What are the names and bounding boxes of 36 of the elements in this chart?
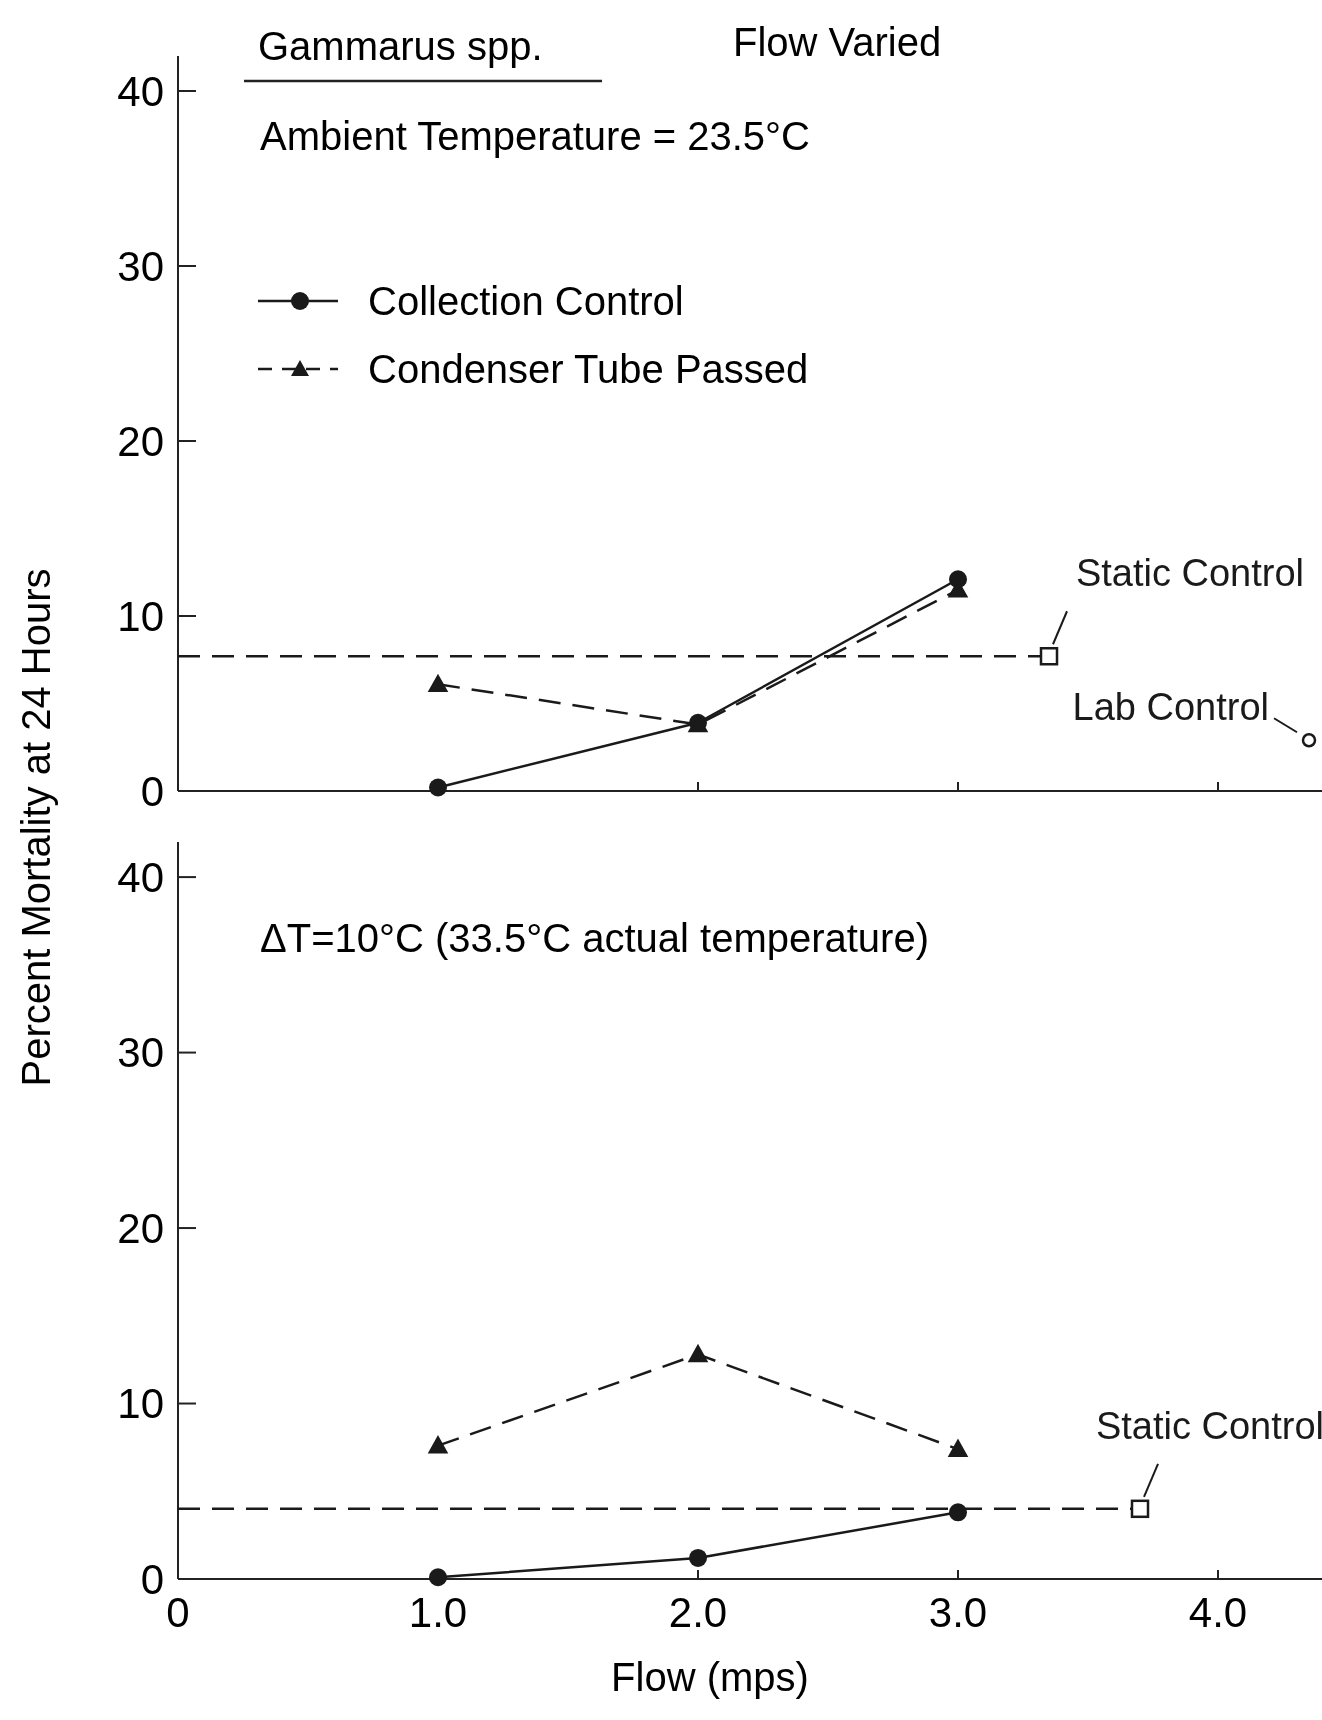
x-tick-label: 2.0 — [668, 1589, 728, 1636]
series-label: Static Control — [1095, 1404, 1322, 1447]
y-tick-label: 30 — [117, 1029, 164, 1077]
y-tick-label: 40 — [117, 67, 164, 115]
point — [429, 1568, 447, 1587]
y-tick-label: 30 — [117, 242, 164, 290]
point — [429, 778, 447, 797]
y-tick-label: 10 — [117, 1380, 164, 1428]
point — [428, 674, 448, 692]
x-tick-label: 4.0 — [1188, 1589, 1248, 1636]
y-tick-label: 40 — [117, 853, 164, 901]
y-axis-title: Percent Mortality at 24 Hours — [14, 568, 58, 1087]
x-tick-label: 3.0 — [928, 1589, 988, 1636]
x-axis-title: Flow (mps) — [611, 1655, 809, 1699]
y-tick-label: 10 — [117, 592, 164, 640]
annotation: Ambient Temperature = 23.5°C — [260, 114, 810, 158]
legend-label: Collection Control — [368, 279, 684, 323]
x-tick-label: 1.0 — [408, 1589, 468, 1636]
point — [688, 1344, 708, 1363]
chart-subtitle: Flow Varied — [733, 20, 942, 64]
y-tick-label: 0 — [140, 767, 164, 815]
y-tick-label: 0 — [140, 1555, 164, 1603]
legend-label: Condenser Tube Passed — [368, 347, 809, 391]
point — [949, 1503, 967, 1522]
chart-title: Gammarus spp. — [258, 24, 543, 68]
series-label: Static Control — [1075, 552, 1304, 595]
point — [428, 1435, 448, 1454]
point — [1130, 1499, 1150, 1519]
series-label: Lab Control — [1072, 686, 1269, 729]
point — [689, 1548, 707, 1567]
point — [1039, 647, 1059, 666]
point — [1301, 733, 1317, 748]
y-tick-label: 20 — [117, 417, 164, 465]
point — [948, 1439, 968, 1457]
y-tick-label: 20 — [117, 1204, 164, 1252]
annotation: ΔT=10°C (33.5°C actual temperature) — [260, 916, 930, 960]
